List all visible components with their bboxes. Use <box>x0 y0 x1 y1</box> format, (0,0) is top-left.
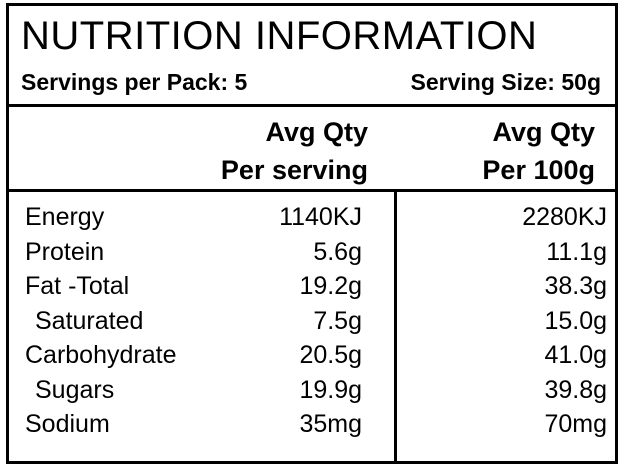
per-100g-value: 38.3g <box>544 272 607 300</box>
per-100g-value: 39.8g <box>544 375 607 404</box>
per-serving-header-line2: Per serving <box>220 155 368 185</box>
per-100g-value: 2280KJ <box>522 203 607 231</box>
nutrient-rows: Energy 1140KJ 2280KJ Protein 5.6g 11.1g … <box>9 200 615 442</box>
per-100g-value: 41.0g <box>544 341 607 369</box>
per-serving-value: 20.5g <box>299 341 362 369</box>
per-serving-value: 35mg <box>299 410 362 438</box>
table-row: Sugars 19.9g 39.8g <box>9 373 615 408</box>
nutrient-name: Energy <box>25 203 105 231</box>
nutrient-name: Saturated <box>35 306 144 335</box>
nutrient-name: Carbohydrate <box>25 341 177 369</box>
table-row: Energy 1140KJ 2280KJ <box>9 200 615 235</box>
nutrient-name: Sugars <box>35 375 115 404</box>
panel-title: NUTRITION INFORMATION <box>21 14 538 58</box>
table-row: Fat -Total 19.2g 38.3g <box>9 269 615 304</box>
nutrient-name: Fat -Total <box>25 272 130 300</box>
per-100g-value: 70mg <box>544 410 607 438</box>
serving-size: Serving Size: 50g <box>410 69 601 95</box>
nutrient-name: Protein <box>25 237 105 266</box>
per-serving-value: 5.6g <box>313 237 362 266</box>
per-serving-value: 19.9g <box>299 375 362 404</box>
table-row: Saturated 7.5g 15.0g <box>9 304 615 339</box>
nutrition-panel: NUTRITION INFORMATION Servings per Pack:… <box>6 3 618 464</box>
per-100g-value: 11.1g <box>546 237 607 266</box>
per-100g-header: Avg Qty Per 100g <box>482 113 595 189</box>
nutrient-name: Sodium <box>25 410 110 438</box>
per-serving-value: 1140KJ <box>279 203 362 231</box>
per-serving-value: 7.5g <box>313 306 362 335</box>
per-100g-header-line2: Per 100g <box>482 155 595 185</box>
per-serving-header-line1: Avg Qty <box>265 117 368 147</box>
per-serving-header: Avg Qty Per serving <box>221 113 368 189</box>
column-divider <box>394 192 397 461</box>
per-serving-value: 19.2g <box>299 272 362 300</box>
table-row: Protein 5.6g 11.1g <box>9 235 615 270</box>
per-100g-header-line1: Avg Qty <box>492 117 595 147</box>
per-100g-value: 15.0g <box>544 306 607 335</box>
column-headers: Avg Qty Per serving Avg Qty Per 100g <box>9 107 615 192</box>
table-row: Carbohydrate 20.5g 41.0g <box>9 338 615 373</box>
servings-per-pack: Servings per Pack: 5 <box>21 69 248 95</box>
table-row: Sodium 35mg 70mg <box>9 407 615 442</box>
panel-header: NUTRITION INFORMATION Servings per Pack:… <box>9 6 615 107</box>
